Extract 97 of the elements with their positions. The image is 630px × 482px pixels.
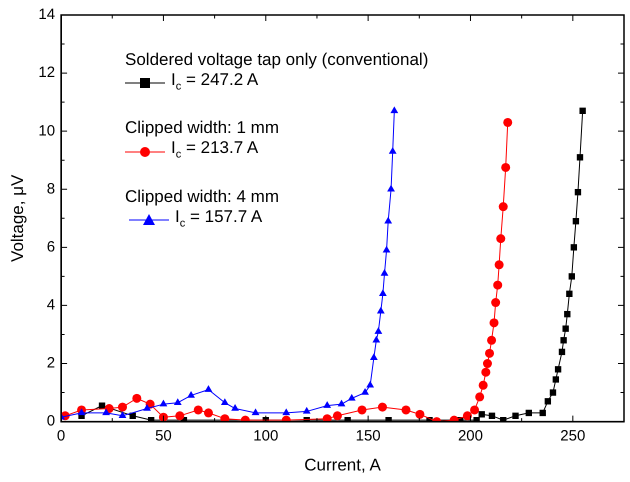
x-tick-label: 150 xyxy=(356,428,381,445)
x-tick-label: 250 xyxy=(560,428,586,445)
point xyxy=(370,353,378,360)
y-tick-label: 12 xyxy=(38,64,56,82)
point xyxy=(501,162,510,172)
point xyxy=(566,290,573,297)
legend-label: I$_{c}$ = 157.7 A xyxy=(175,206,262,232)
x-axis-title: Current, A xyxy=(304,455,382,474)
point xyxy=(78,408,86,416)
point xyxy=(174,398,182,405)
point xyxy=(490,318,499,328)
point xyxy=(496,234,506,244)
point xyxy=(475,392,484,402)
point xyxy=(118,411,126,418)
point xyxy=(372,336,380,343)
point xyxy=(390,106,398,114)
y-axis-title: Voltage, μV xyxy=(8,174,27,262)
x-tick-label: 100 xyxy=(253,428,278,445)
annotation: Clipped width: 1 mm xyxy=(125,118,280,138)
point xyxy=(526,410,532,416)
point xyxy=(194,405,203,414)
point xyxy=(562,325,569,332)
point xyxy=(462,411,472,420)
point xyxy=(491,298,500,308)
point xyxy=(338,400,346,406)
point xyxy=(415,410,424,419)
point xyxy=(482,359,492,368)
point xyxy=(570,244,578,251)
y-tick-label: 4 xyxy=(46,296,56,314)
point xyxy=(282,408,290,416)
legend-label: I$_{c}$ = 213.7 A xyxy=(171,138,258,163)
point xyxy=(579,108,586,114)
point xyxy=(231,404,239,411)
point xyxy=(384,216,392,224)
point xyxy=(143,404,151,411)
point xyxy=(160,400,168,406)
point xyxy=(554,366,562,373)
point xyxy=(382,246,390,252)
y-tick-label: 6 xyxy=(46,238,56,256)
y-tick-label: 14 xyxy=(38,6,56,24)
point xyxy=(102,408,110,416)
point xyxy=(118,402,127,412)
point xyxy=(487,336,496,345)
y-tick-label: 10 xyxy=(38,122,56,140)
y-tick-label: 0 xyxy=(46,412,56,430)
point xyxy=(564,310,570,318)
point xyxy=(204,385,212,392)
point xyxy=(204,408,213,418)
point xyxy=(374,327,382,334)
annotation: Soldered voltage tap only (conventional) xyxy=(125,50,428,70)
point xyxy=(493,280,502,290)
point xyxy=(470,405,480,414)
y-tick-label: 8 xyxy=(46,180,56,198)
point xyxy=(302,406,311,414)
y-tick-label: 2 xyxy=(46,354,56,372)
x-tick-label: 200 xyxy=(458,428,483,445)
point xyxy=(361,388,369,395)
point xyxy=(187,390,195,398)
point xyxy=(478,380,488,390)
point xyxy=(387,184,395,192)
point xyxy=(348,394,356,401)
point xyxy=(478,411,485,418)
point xyxy=(512,412,519,419)
point xyxy=(366,380,374,388)
point xyxy=(402,405,410,414)
point xyxy=(376,306,385,314)
x-tick-label: 50 xyxy=(155,428,172,445)
point xyxy=(498,202,508,212)
point xyxy=(380,268,388,276)
annotation: Clipped width: 4 mm xyxy=(125,186,280,207)
point xyxy=(572,218,580,224)
point xyxy=(378,289,387,296)
point xyxy=(558,348,566,356)
point xyxy=(503,118,512,127)
legend-label: I$_{c}$ = 247.2 A xyxy=(171,70,258,94)
point xyxy=(540,410,546,416)
point xyxy=(552,376,560,383)
point xyxy=(485,348,494,358)
point xyxy=(132,394,142,403)
point xyxy=(576,154,584,160)
point xyxy=(220,414,230,422)
point xyxy=(322,414,332,422)
point xyxy=(357,405,366,414)
point xyxy=(323,401,332,408)
point xyxy=(544,398,552,404)
point xyxy=(388,147,397,154)
point xyxy=(481,368,490,377)
point xyxy=(252,408,260,416)
point xyxy=(378,402,387,412)
point xyxy=(488,412,496,419)
point xyxy=(568,273,575,280)
point xyxy=(220,398,229,405)
point xyxy=(574,188,582,196)
point xyxy=(494,260,504,270)
point xyxy=(560,337,567,344)
point xyxy=(332,411,342,420)
point xyxy=(175,411,184,420)
